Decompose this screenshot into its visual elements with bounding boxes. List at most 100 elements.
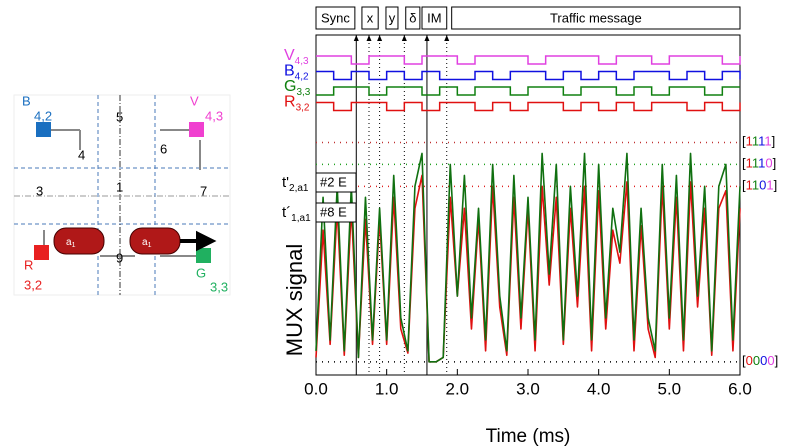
trace-label: G3,3 bbox=[284, 78, 311, 97]
digital-trace bbox=[316, 55, 741, 65]
level-char: [ bbox=[742, 353, 746, 368]
t-label: t´1,a1 bbox=[282, 204, 311, 224]
segment-box bbox=[361, 6, 379, 30]
level-label: [1111] bbox=[742, 134, 775, 149]
x-tick-label: 0.0 bbox=[304, 379, 328, 398]
trace-label: R3,2 bbox=[284, 94, 310, 113]
road-edge bbox=[43, 129, 201, 257]
level-char: 1 bbox=[746, 178, 753, 193]
t-box-label: #2 E bbox=[320, 174, 347, 189]
trace-label: B4,2 bbox=[284, 63, 309, 82]
zone-label: 4 bbox=[78, 147, 85, 162]
car bbox=[129, 227, 181, 255]
x-tick-label: 4.0 bbox=[587, 379, 611, 398]
level-char: 1 bbox=[752, 178, 759, 193]
t-sub: 2,a1 bbox=[289, 183, 309, 194]
trace-sub: 3,2 bbox=[296, 102, 310, 113]
zone-label: 9 bbox=[116, 250, 123, 265]
segment-box bbox=[451, 6, 741, 30]
segment-label: Traffic message bbox=[550, 10, 642, 25]
trace-sub: 4,2 bbox=[295, 71, 309, 82]
signal-g bbox=[196, 248, 211, 263]
level-char: 1 bbox=[746, 134, 753, 149]
segment-label: δ bbox=[409, 10, 416, 25]
t-box bbox=[315, 202, 357, 223]
level-char: ] bbox=[772, 134, 776, 149]
zone-label: 3 bbox=[36, 183, 43, 198]
car-sub: 1 bbox=[72, 242, 76, 249]
level-char: 1 bbox=[758, 134, 765, 149]
x-tick-label: 2.0 bbox=[446, 379, 470, 398]
signal-label: B bbox=[22, 93, 31, 108]
level-char: 0 bbox=[753, 353, 760, 368]
level-label: [1110] bbox=[742, 156, 776, 171]
level-char: ] bbox=[774, 178, 778, 193]
marker-arrow bbox=[444, 35, 450, 41]
t-symbol: t' bbox=[282, 174, 289, 191]
level-char: ] bbox=[773, 156, 777, 171]
x-tick-label: 3.0 bbox=[516, 379, 540, 398]
trace-name: V bbox=[284, 47, 295, 64]
signal-v bbox=[189, 122, 204, 137]
t-label: t'2,a1 bbox=[282, 174, 309, 194]
level-char: 0 bbox=[759, 178, 766, 193]
level-char: 0 bbox=[767, 353, 774, 368]
zone-label: 7 bbox=[200, 183, 207, 198]
level-char: [ bbox=[742, 134, 746, 149]
car-sub: 1 bbox=[148, 242, 152, 249]
level-char: [ bbox=[742, 178, 746, 193]
x-tick-label: 6.0 bbox=[728, 379, 752, 398]
x-axis-label: Time (ms) bbox=[486, 426, 571, 447]
level-char: 1 bbox=[752, 156, 759, 171]
segment-label: y bbox=[389, 10, 396, 25]
car-label: a bbox=[66, 237, 72, 248]
t-symbol: t´ bbox=[282, 204, 291, 221]
signal-label: G bbox=[196, 265, 206, 280]
trace-name: R bbox=[284, 94, 296, 111]
car-label: a bbox=[142, 237, 148, 248]
signal-sub: 4,2 bbox=[34, 108, 52, 123]
trace-name: G bbox=[284, 78, 296, 95]
segment-label: IM bbox=[427, 10, 441, 25]
zone-label: 1 bbox=[116, 179, 123, 194]
level-char: 1 bbox=[764, 134, 771, 149]
marker-arrow bbox=[353, 35, 359, 41]
marker-arrow bbox=[401, 35, 407, 41]
signal-sub: 3,3 bbox=[210, 279, 228, 294]
signal-b bbox=[36, 122, 51, 137]
segment-box bbox=[385, 6, 399, 30]
t-sub: 1,a1 bbox=[291, 213, 311, 224]
segment-box bbox=[315, 6, 356, 30]
level-char: 1 bbox=[746, 156, 753, 171]
signal-sub: 3,2 bbox=[24, 277, 42, 292]
y-axis-label: MUX signal bbox=[282, 244, 307, 356]
level-label: [0000] bbox=[742, 353, 778, 368]
car bbox=[53, 227, 105, 255]
marker-arrow bbox=[377, 35, 383, 41]
car-label: a1 bbox=[66, 237, 76, 249]
marker-arrow bbox=[424, 35, 430, 41]
x-tick-label: 1.0 bbox=[375, 379, 399, 398]
level-char: 0 bbox=[760, 353, 767, 368]
x-tick-label: 5.0 bbox=[658, 379, 682, 398]
signal-sub: 4,3 bbox=[205, 108, 223, 123]
level-char: 0 bbox=[746, 353, 753, 368]
zone-label: 5 bbox=[116, 109, 123, 124]
signal-r bbox=[34, 245, 49, 260]
trace-label: V4,3 bbox=[284, 47, 309, 66]
segment-label: Sync bbox=[321, 10, 350, 25]
level-char: 0 bbox=[765, 156, 772, 171]
zone-label: 6 bbox=[160, 141, 167, 156]
level-char: ] bbox=[775, 353, 779, 368]
signal-line bbox=[315, 152, 741, 363]
trace-sub: 3,3 bbox=[296, 87, 310, 98]
level-char: 1 bbox=[752, 134, 759, 149]
mux-chart: 0.0 1.0 2.0 3.0 4.0 5.0 6.0 Time (ms) MUX signal… bbox=[282, 6, 778, 447]
segment-box bbox=[405, 6, 421, 30]
signal-label: R bbox=[24, 257, 33, 272]
signal-label: V bbox=[190, 93, 199, 108]
trace-sub: 4,3 bbox=[295, 56, 309, 67]
t-box bbox=[315, 172, 357, 193]
level-label: [1101] bbox=[742, 178, 777, 193]
